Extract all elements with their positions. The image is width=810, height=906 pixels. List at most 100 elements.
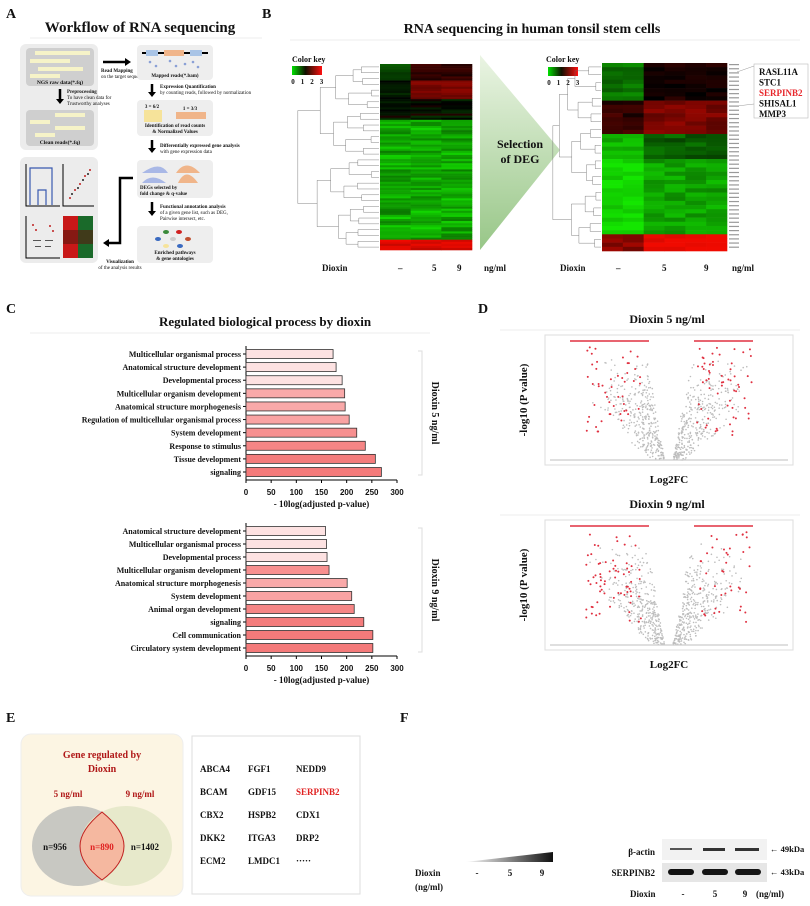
ns-point xyxy=(695,601,697,604)
ns-point xyxy=(687,609,690,611)
ns-point xyxy=(620,602,622,605)
heatmap-cell xyxy=(410,123,442,127)
ns-point xyxy=(685,419,688,422)
ns-point xyxy=(730,383,733,385)
ns-point xyxy=(681,628,684,630)
heatmap-cell xyxy=(706,121,728,126)
sig-point xyxy=(637,407,640,410)
ns-point xyxy=(684,580,687,583)
ns-point xyxy=(610,399,612,402)
heatmap-cell xyxy=(380,68,411,71)
heatmap-cell xyxy=(643,129,665,135)
heatmap-cell xyxy=(643,134,665,139)
heatmap-cell xyxy=(706,134,728,139)
category-label: Tissue development xyxy=(174,455,242,464)
ns-point xyxy=(629,419,631,421)
sig-point xyxy=(621,395,624,398)
x-tick-label: 50 xyxy=(267,488,276,497)
heatmap-cell xyxy=(380,177,411,181)
ns-point xyxy=(634,403,637,405)
sig-point xyxy=(747,412,750,415)
ns-point xyxy=(645,386,648,388)
ns-point xyxy=(650,617,652,619)
heatmap-cell xyxy=(410,134,442,137)
ns-point xyxy=(632,586,634,589)
ns-point xyxy=(616,387,619,390)
ns-point xyxy=(690,451,693,454)
gene-name: CDX1 xyxy=(296,810,320,820)
ns-point xyxy=(691,630,693,633)
visualization-sub: of the analysis results xyxy=(98,266,141,271)
sig-point xyxy=(729,379,732,382)
ns-point xyxy=(684,595,686,598)
color-key-tick: 1 xyxy=(301,78,305,86)
heatmap-cell xyxy=(602,96,624,101)
ns-point xyxy=(677,436,680,438)
ns-point xyxy=(651,618,653,621)
ns-point xyxy=(640,630,642,633)
ns-point xyxy=(646,436,649,439)
deg-sub: with gene expression data xyxy=(160,150,213,155)
ns-point xyxy=(651,634,654,637)
ns-point xyxy=(644,396,647,398)
heatmap-cell xyxy=(380,109,411,112)
heatmap-cell xyxy=(643,230,665,235)
sig-point xyxy=(735,390,738,393)
heatmap-cell xyxy=(706,71,728,76)
color-key-bar xyxy=(292,66,322,75)
gene-row-label xyxy=(729,209,739,211)
ns-point xyxy=(677,454,679,456)
ns-point xyxy=(697,396,700,399)
ns-point xyxy=(618,606,621,609)
heatmap-cell xyxy=(664,171,686,177)
ns-point xyxy=(642,581,645,584)
ns-point xyxy=(689,436,692,439)
ns-point xyxy=(654,602,656,604)
sig-point xyxy=(585,563,588,566)
ns-point xyxy=(680,638,683,640)
ns-point xyxy=(691,592,694,595)
ns-point xyxy=(634,583,637,586)
gene-row-label xyxy=(729,113,739,115)
ns-point xyxy=(720,547,723,550)
heatmap-cell xyxy=(410,107,442,110)
heatmap-cell xyxy=(706,113,728,118)
ns-point xyxy=(658,614,660,616)
sig-point xyxy=(626,567,629,570)
sig-point xyxy=(711,352,714,355)
ns-point xyxy=(694,571,696,574)
unit-label: (ng/ml) xyxy=(756,889,784,899)
heatmap-cell xyxy=(685,246,707,252)
heatmap-cell xyxy=(685,104,707,110)
heatmap-cell xyxy=(664,67,686,72)
ns-point xyxy=(622,569,625,571)
ns-point xyxy=(701,627,703,629)
ns-point xyxy=(707,409,710,411)
ns-point xyxy=(680,451,682,453)
ns-point xyxy=(648,382,650,385)
heatmap-cell xyxy=(706,175,728,181)
sig-point xyxy=(603,583,606,586)
ns-point xyxy=(654,457,657,460)
ns-point xyxy=(613,570,616,572)
ns-point xyxy=(724,387,727,390)
ns-point xyxy=(680,439,683,442)
ns-point xyxy=(686,615,689,618)
heatmap-cell xyxy=(706,238,728,243)
dendrogram-branch xyxy=(588,66,601,75)
ns-point xyxy=(641,620,644,623)
category-label: Cell communication xyxy=(172,631,241,640)
ns-point xyxy=(695,621,697,624)
ns-point xyxy=(696,571,698,573)
sig-point xyxy=(604,391,607,394)
heatmap-cell xyxy=(685,159,707,164)
ns-point xyxy=(635,568,637,571)
ns-point xyxy=(610,369,613,371)
ns-point xyxy=(714,401,717,404)
ns-point xyxy=(737,590,740,593)
heatmap-cell xyxy=(380,99,411,102)
gene-row-label xyxy=(729,151,739,153)
heatmap-cell xyxy=(441,142,473,145)
ns-point xyxy=(682,454,684,457)
heatmap-cell xyxy=(664,188,686,193)
